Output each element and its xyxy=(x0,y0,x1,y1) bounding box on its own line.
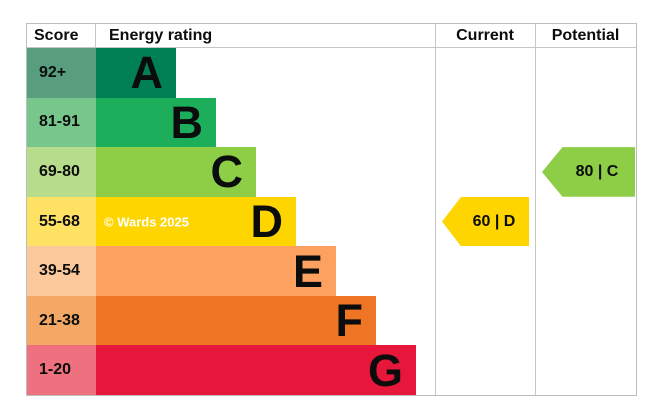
rating-row-d: 55-68 © Wards 2025 D 60 | D xyxy=(27,196,636,248)
rating-bar-a: A xyxy=(96,48,176,98)
rating-letter-d: D xyxy=(250,196,284,248)
chart-header-row: Score Energy rating Current Potential xyxy=(27,24,636,48)
copyright-watermark: © Wards 2025 xyxy=(104,214,189,230)
potential-rating-arrow: 80 | C xyxy=(542,147,635,197)
rating-bar-e: E xyxy=(96,246,336,296)
score-range-f: 21-38 xyxy=(27,295,96,346)
chart-body: 92+ A 81-91 B 69-80 C 80 | C 55-68 © War… xyxy=(27,48,636,396)
rating-row-e: 39-54 E xyxy=(27,246,636,296)
rating-letter-g: G xyxy=(367,344,403,396)
rating-letter-f: F xyxy=(335,295,364,347)
rating-letter-a: A xyxy=(130,47,164,99)
rating-bar-c: C xyxy=(96,147,256,197)
rating-letter-c: C xyxy=(210,146,244,198)
rating-bar-f: F xyxy=(96,295,376,347)
rating-row-b: 81-91 B xyxy=(27,96,636,148)
rating-row-a: 92+ A xyxy=(27,48,636,98)
score-range-a: 92+ xyxy=(27,48,96,98)
score-range-c: 69-80 xyxy=(27,147,96,197)
rating-bar-d: © Wards 2025 D xyxy=(96,196,296,248)
score-column-header: Score xyxy=(27,24,96,47)
score-range-g: 1-20 xyxy=(27,345,96,396)
score-range-b: 81-91 xyxy=(27,97,96,148)
current-column-header: Current xyxy=(456,27,514,44)
rating-bar-g: G xyxy=(96,344,416,396)
rating-row-g: 1-20 G xyxy=(27,344,636,396)
rating-letter-e: E xyxy=(292,245,323,297)
rating-bar-b: B xyxy=(96,96,216,148)
score-range-d: 55-68 xyxy=(27,196,96,247)
potential-column-header: Potential xyxy=(551,27,620,44)
energy-rating-column-header: Energy rating xyxy=(109,27,213,44)
potential-rating-label: 80 | C xyxy=(575,162,619,180)
current-column-divider xyxy=(435,24,436,395)
rating-letter-b: B xyxy=(170,96,204,148)
current-rating-arrow: 60 | D xyxy=(442,196,529,247)
rating-row-c: 69-80 C 80 | C xyxy=(27,147,636,197)
epc-rating-chart: Score Energy rating Current Potential 92… xyxy=(26,23,637,396)
score-range-e: 39-54 xyxy=(27,246,96,296)
current-rating-label: 60 | D xyxy=(472,212,516,230)
rating-row-f: 21-38 F xyxy=(27,295,636,347)
potential-column-divider xyxy=(535,24,536,395)
